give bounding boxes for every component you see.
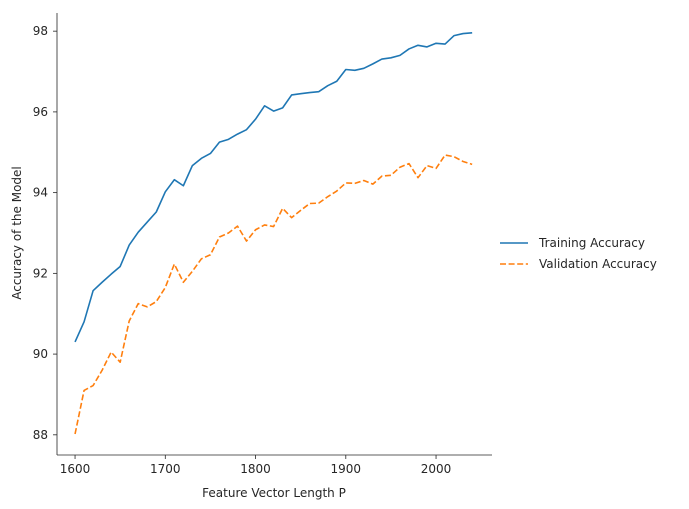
x-tick-label: 1800 xyxy=(240,462,271,476)
x-tick-label: 2000 xyxy=(421,462,452,476)
y-tick-label: 90 xyxy=(33,347,48,361)
x-tick-label: 1600 xyxy=(60,462,91,476)
y-tick-label: 92 xyxy=(33,266,48,280)
y-tick-label: 94 xyxy=(33,186,48,200)
y-tick-label: 96 xyxy=(33,105,48,119)
plot-area xyxy=(74,31,473,435)
y-axis: 88 90 92 94 96 98 xyxy=(33,13,58,455)
legend-label-training-accuracy: Training Accuracy xyxy=(538,236,645,250)
legend-label-validation-accuracy: Validation Accuracy xyxy=(539,257,657,271)
series-line-validation-accuracy xyxy=(74,154,473,435)
x-tick-label: 1700 xyxy=(150,462,181,476)
y-axis-title: Accuracy of the Model xyxy=(10,166,24,300)
y-tick-label: 88 xyxy=(33,428,48,442)
x-tick-label: 1900 xyxy=(331,462,362,476)
y-tick-label: 98 xyxy=(33,24,48,38)
x-axis-title: Feature Vector Length P xyxy=(202,486,346,500)
legend: Training Accuracy Validation Accuracy xyxy=(500,236,657,271)
series-line-training-accuracy xyxy=(74,31,473,343)
x-axis: 1600 1700 1800 1900 2000 xyxy=(57,454,492,476)
